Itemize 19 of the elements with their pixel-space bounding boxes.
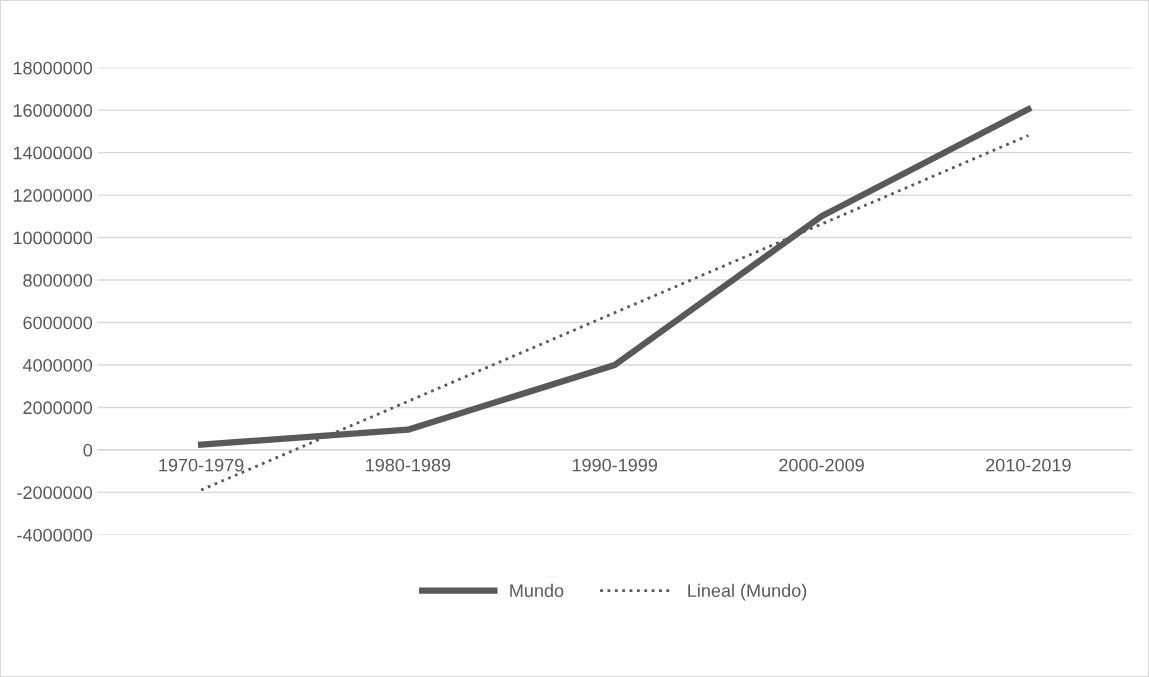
y-tick-label: 4000000 <box>22 358 93 372</box>
y-tick-label: 2000000 <box>23 401 93 415</box>
x-tick-label: 1970-1979 <box>159 458 244 472</box>
y-tick-label: 0 <box>83 443 93 457</box>
y-tick-label: 14000000 <box>13 146 93 160</box>
y-tick-label: -2000000 <box>17 486 93 500</box>
y-tick-label: 12000000 <box>13 189 93 202</box>
y-tick-label: 16000000 <box>13 104 93 117</box>
y-tick-label: 10000000 <box>13 231 93 245</box>
legend-label: Mundo <box>510 583 564 598</box>
y-tick-label: 8000000 <box>23 273 93 287</box>
legend-label: Lineal (Mundo) <box>688 583 807 601</box>
y-tick-label: 18000000 <box>13 61 93 75</box>
x-tick-label: 1990-1999 <box>572 458 658 472</box>
x-tick-label: 2000-2009 <box>779 458 864 472</box>
x-tick-label: 1980-1989 <box>366 458 451 472</box>
x-tick-label: 2010-2019 <box>986 458 1071 472</box>
y-tick-label: 6000000 <box>23 316 93 330</box>
y-tick-label: -4000000 <box>17 528 93 542</box>
